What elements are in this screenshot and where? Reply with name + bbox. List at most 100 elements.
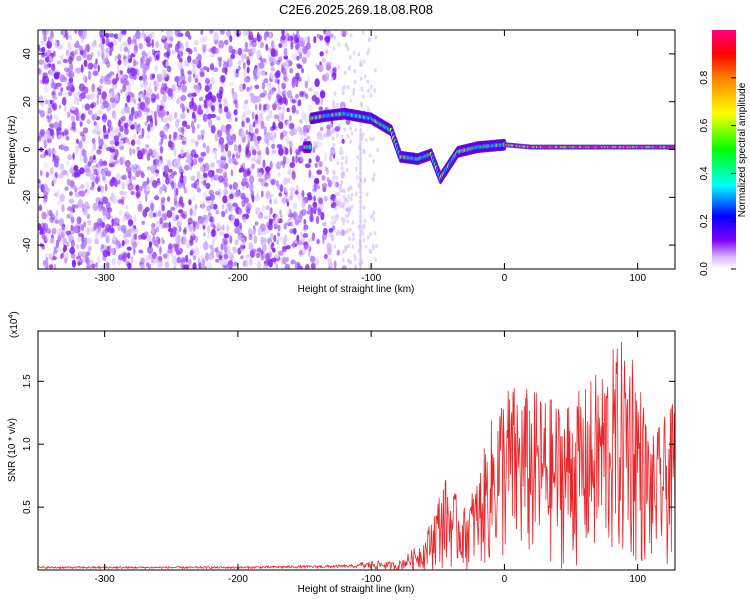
noise-speck (218, 136, 225, 146)
noise-speck (314, 144, 318, 150)
noise-speck (67, 42, 72, 48)
noise-speck (322, 222, 327, 227)
noise-speck (125, 79, 129, 86)
noise-speck (170, 212, 177, 221)
y-tick-label: -40 (22, 237, 33, 252)
noise-speck (148, 241, 152, 248)
noise-speck (68, 35, 73, 40)
noise-speck (323, 253, 328, 260)
noise-speck (63, 65, 68, 72)
noise-speck (38, 59, 45, 65)
noise-speck (104, 32, 110, 39)
noise-speck (219, 249, 224, 256)
noise-speck (197, 256, 201, 265)
noise-speck (345, 155, 349, 160)
noise-speck (372, 172, 376, 177)
noise-speck (259, 93, 266, 98)
noise-speck (193, 46, 197, 53)
noise-speck (115, 244, 119, 252)
noise-speck (109, 73, 112, 79)
noise-speck (331, 215, 334, 220)
noise-speck (220, 146, 225, 153)
snr-panel: -300 -200 -100 0 100 0.5 1.0 1.5 Height of stra… (7, 311, 676, 595)
noise-speck (56, 246, 63, 253)
noise-speck (76, 216, 82, 224)
noise-speck (303, 224, 307, 230)
noise-speck (345, 245, 348, 250)
noise-speck (209, 83, 212, 90)
noise-speck (49, 216, 55, 224)
noise-speck (87, 219, 92, 226)
noise-speck (211, 228, 216, 237)
noise-speck (47, 118, 52, 123)
noise-speck (276, 239, 280, 245)
noise-speck (265, 190, 271, 199)
noise-speck (369, 231, 372, 237)
spectrogram-signal (302, 107, 675, 269)
noise-speck (339, 30, 343, 35)
noise-speck (333, 91, 337, 96)
noise-speck (257, 62, 262, 68)
noise-speck (334, 196, 338, 202)
noise-speck (44, 149, 48, 156)
noise-speck (145, 36, 151, 44)
noise-speck (95, 197, 102, 204)
noise-speck (294, 190, 299, 195)
noise-speck (223, 97, 228, 104)
noise-speck (156, 93, 160, 100)
noise-speck (97, 50, 101, 57)
noise-speck (44, 99, 49, 105)
noise-speck (280, 214, 283, 219)
noise-speck (48, 264, 54, 269)
noise-speck (97, 187, 101, 192)
y-tick-label: 20 (22, 96, 33, 108)
noise-speck (166, 30, 171, 37)
noise-speck (180, 171, 184, 178)
noise-speck (299, 155, 304, 162)
noise-speck (347, 210, 351, 215)
noise-speck (121, 154, 125, 161)
noise-speck (323, 133, 329, 138)
noise-speck (241, 54, 245, 61)
noise-speck (257, 213, 263, 219)
noise-speck (182, 210, 187, 215)
noise-speck (333, 219, 336, 225)
noise-speck (345, 119, 351, 125)
noise-speck (357, 52, 361, 57)
noise-speck (275, 70, 281, 78)
noise-speck (64, 186, 69, 191)
signal-streak (359, 127, 362, 133)
noise-speck (134, 233, 138, 240)
noise-speck (65, 49, 70, 57)
noise-speck (255, 95, 261, 103)
noise-speck (133, 98, 137, 105)
noise-speck (338, 184, 341, 189)
noise-speck (179, 103, 185, 109)
noise-speck (85, 256, 90, 265)
noise-speck (217, 56, 223, 61)
noise-speck (269, 233, 274, 240)
noise-speck (192, 67, 197, 74)
noise-speck (177, 53, 181, 60)
noise-speck (208, 212, 212, 217)
noise-speck (178, 209, 184, 214)
noise-speck (60, 231, 65, 239)
noise-speck (101, 37, 106, 45)
noise-speck (233, 262, 238, 267)
noise-speck (123, 46, 129, 53)
noise-speck (220, 162, 225, 169)
noise-speck (192, 255, 197, 261)
noise-speck (242, 83, 246, 90)
noise-speck (325, 48, 329, 55)
noise-speck (242, 30, 248, 37)
noise-speck (91, 129, 97, 134)
noise-speck (341, 138, 345, 144)
noise-speck (318, 63, 324, 73)
noise-speck (373, 231, 377, 236)
spectrogram-noise (38, 30, 379, 269)
noise-speck (93, 222, 100, 229)
noise-speck (53, 41, 58, 46)
noise-speck (290, 259, 296, 265)
noise-speck (337, 42, 341, 47)
